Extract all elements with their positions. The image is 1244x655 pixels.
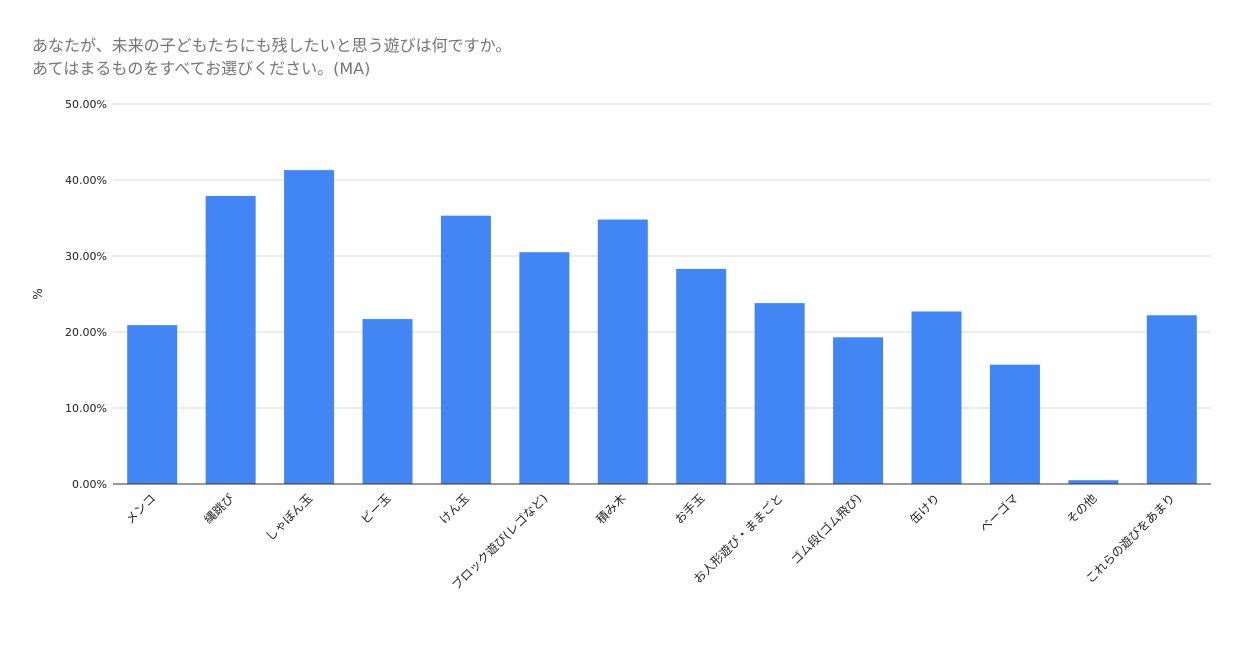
bar (989, 364, 1040, 484)
bar (1068, 480, 1119, 484)
bar (676, 268, 727, 484)
y-tick-label: 20.00% (65, 326, 107, 339)
gridlines (113, 103, 1211, 409)
y-tick-label: 10.00% (65, 402, 107, 415)
x-category-label: 積み木 (593, 491, 629, 527)
x-category-label: その他 (1064, 491, 1099, 526)
x-category-label: メンコ (123, 491, 158, 526)
x-category-label: ビー玉 (358, 491, 393, 526)
bar (754, 303, 805, 484)
x-category-label: しゃぼん玉 (263, 491, 315, 543)
chart-title: あなたが、未来の子どもたちにも残したいと思う遊びは何ですか。 あてはまるものをす… (32, 34, 511, 80)
x-category-label: けん玉 (437, 491, 472, 526)
y-tick-label: 50.00% (65, 98, 107, 111)
bar (127, 325, 178, 484)
bar (519, 252, 570, 484)
x-category-label: ゴム段(ゴム飛び) (788, 491, 865, 568)
x-category-label: これらの遊びをあまり (1082, 491, 1177, 586)
bar (284, 170, 335, 484)
y-axis-ticks: 0.00% 10.00% 20.00% 30.00% 40.00% 50.00% (65, 98, 107, 491)
x-category-label: お人形遊び・ままごと (690, 491, 785, 586)
bar (911, 311, 962, 484)
x-category-label: 缶けり (907, 491, 942, 526)
bars (127, 170, 1197, 484)
bar (362, 319, 413, 484)
bar (1146, 315, 1197, 484)
x-category-label: ベーゴマ (976, 491, 1021, 536)
chart-title-line-2: あてはまるものをすべてお選びください。(MA) (32, 59, 371, 78)
bar (440, 215, 491, 484)
x-category-label: お手玉 (672, 491, 707, 526)
bar (597, 219, 648, 484)
bar (833, 337, 884, 484)
y-tick-label: 30.00% (65, 250, 107, 263)
y-tick-label: 0.00% (72, 478, 107, 491)
chart-title-line-1: あなたが、未来の子どもたちにも残したいと思う遊びは何ですか。 (32, 36, 512, 55)
bar (205, 195, 256, 484)
x-category-label: 縄跳び (201, 491, 237, 527)
y-tick-label: 40.00% (65, 174, 107, 187)
y-axis-title: % (31, 288, 45, 299)
